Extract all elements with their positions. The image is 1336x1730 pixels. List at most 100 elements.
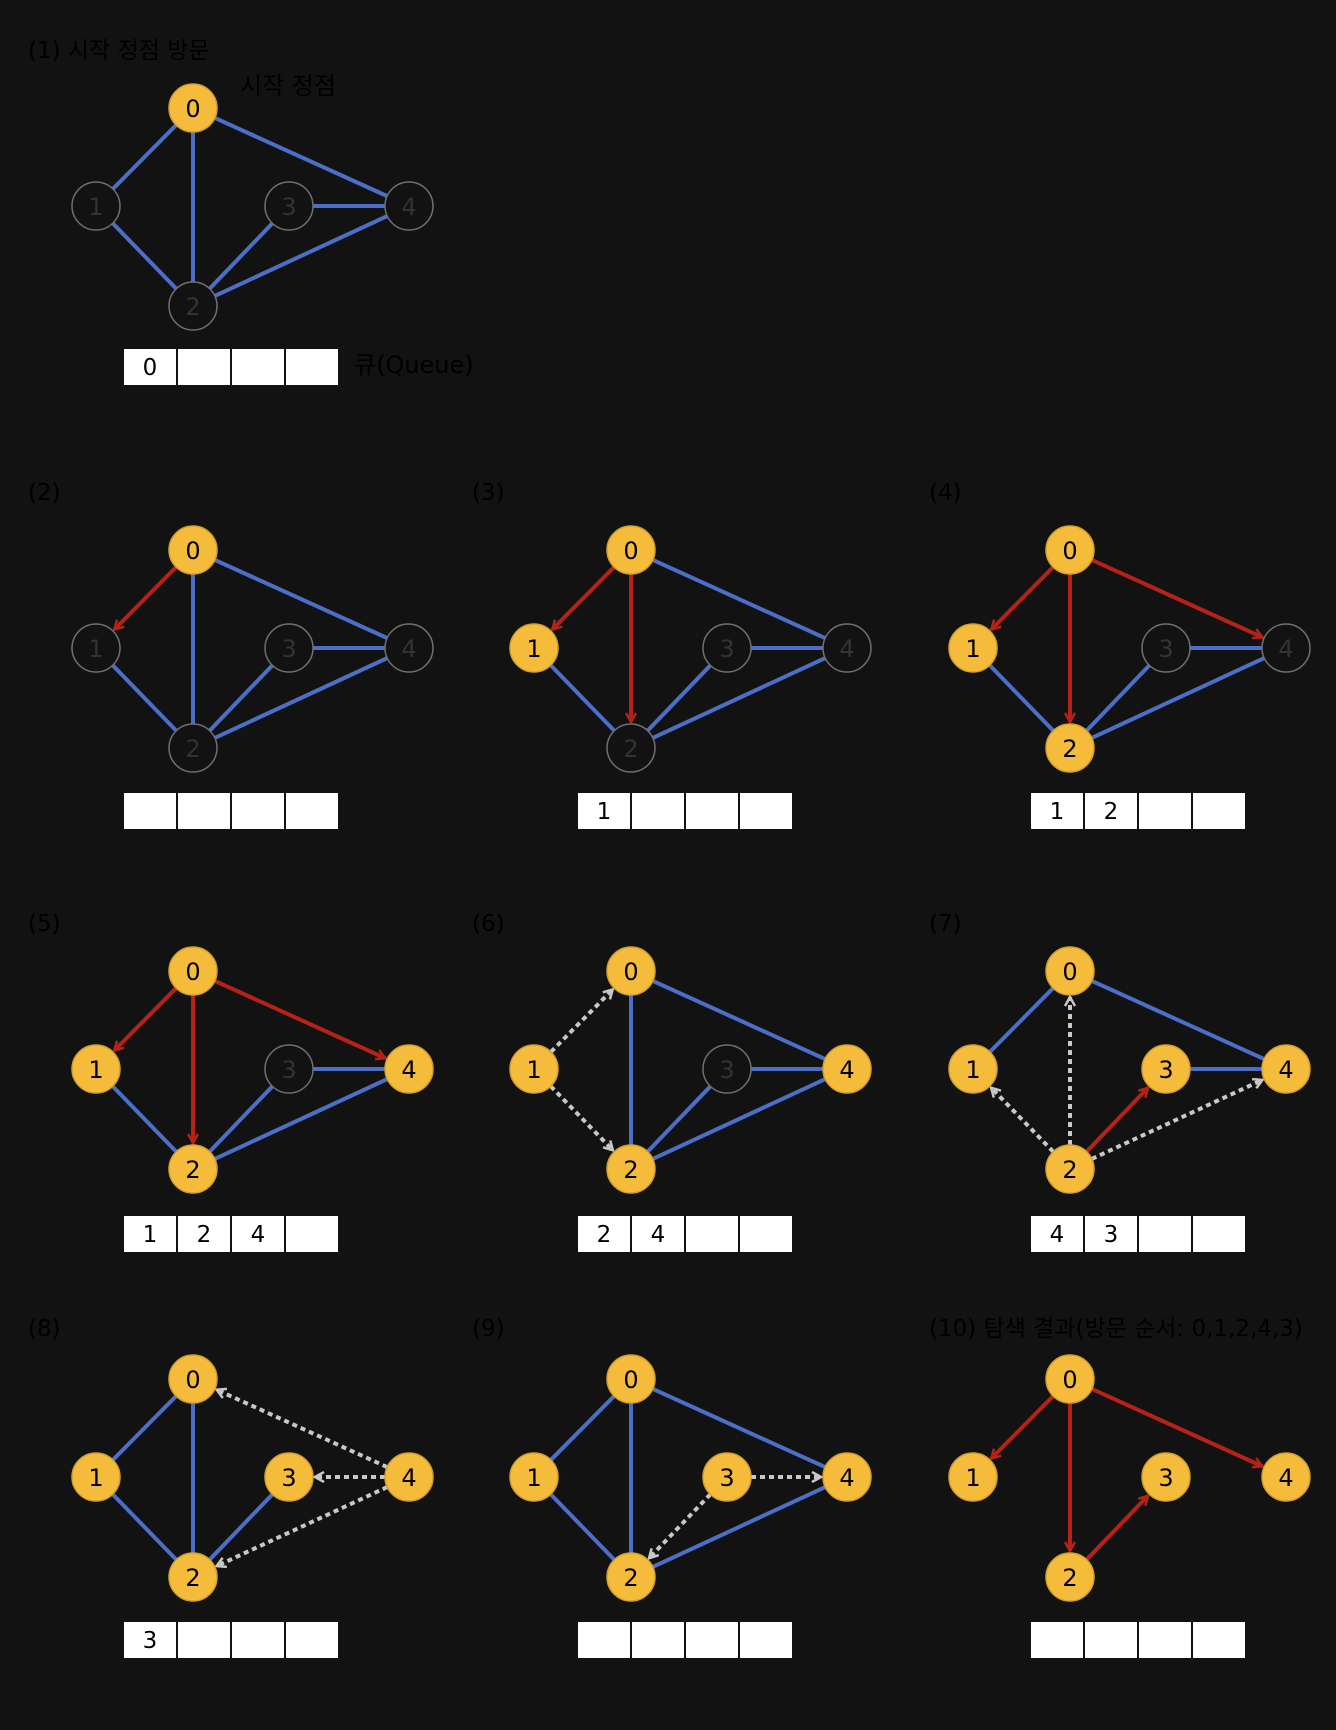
node-label: 4	[1278, 1056, 1293, 1084]
node-label: 1	[965, 1056, 980, 1084]
node-label: 0	[185, 958, 200, 986]
node-label: 1	[526, 1464, 541, 1492]
panel-title: (5)	[28, 911, 61, 937]
edge-0-4	[650, 978, 828, 1062]
node-4	[1261, 1452, 1311, 1502]
node-1	[509, 1044, 559, 1094]
node-label: 3	[281, 1056, 296, 1084]
node-3	[1141, 623, 1191, 673]
panel-title: (9)	[472, 1316, 505, 1342]
edge-2-3	[207, 663, 275, 733]
queue-cell	[122, 347, 178, 387]
node-0	[606, 1354, 656, 1404]
queue-cell	[1029, 791, 1085, 831]
node-label: 2	[623, 735, 638, 763]
edge-2-3	[645, 1084, 713, 1154]
queue: 1	[576, 791, 794, 831]
check-edge-4-2	[217, 1485, 389, 1566]
node-3	[702, 623, 752, 673]
edge-0-4	[212, 115, 390, 199]
panel-title: (2)	[28, 480, 61, 506]
node-label: 4	[401, 1056, 416, 1084]
node-3	[264, 1044, 314, 1094]
queue	[1029, 1620, 1247, 1660]
check-edge-2-1	[991, 1088, 1055, 1154]
node-label: 3	[1158, 1464, 1173, 1492]
panel-title: (1) 시작 정점 방문	[28, 38, 209, 64]
node-4	[384, 181, 434, 231]
tree-edge-0-1	[552, 565, 616, 629]
node-0	[168, 1354, 218, 1404]
queue-cell	[1137, 1214, 1193, 1254]
queue-cell-value: 1	[597, 799, 612, 825]
queue-cell	[576, 791, 632, 831]
queue-cell	[230, 347, 286, 387]
node-label: 4	[839, 1056, 854, 1084]
node-label: 4	[401, 635, 416, 663]
queue-cell	[684, 1620, 740, 1660]
queue-cell	[176, 1620, 232, 1660]
node-0	[1045, 946, 1095, 996]
node-1	[509, 623, 559, 673]
node-1	[71, 1044, 121, 1094]
queue-cell	[630, 1214, 686, 1254]
node-label: 0	[1062, 537, 1077, 565]
panel-title: (3)	[472, 480, 505, 506]
check-edge-1-0	[549, 989, 613, 1054]
edge-2-3	[207, 1492, 275, 1562]
panel-1: (1) 시작 정점 방문 0 1 2 3 4 0	[28, 38, 434, 387]
node-label: 1	[88, 1464, 103, 1492]
node-0	[1045, 525, 1095, 575]
edge-2-3	[207, 221, 275, 291]
edge-2-4	[212, 1077, 390, 1161]
queue-cell	[684, 1214, 740, 1254]
node-1	[71, 181, 121, 231]
queue-cell	[684, 791, 740, 831]
node-2	[606, 1552, 656, 1602]
queue-label: 큐(Queue)	[354, 351, 474, 379]
node-0	[168, 525, 218, 575]
edge-0-4	[650, 1386, 828, 1470]
tree-edge-0-1	[991, 565, 1055, 629]
panel-10: (10) 탐색 결과(방문 순서: 0,1,2,4,3) 0 1 2 3 4	[929, 1316, 1311, 1660]
edge-1-2	[110, 1492, 179, 1562]
queue-cell-value: 2	[197, 1222, 212, 1248]
node-label: 1	[526, 1056, 541, 1084]
node-1	[71, 623, 121, 673]
start-vertex-label: 시작 정점	[240, 72, 336, 100]
node-label: 0	[623, 537, 638, 565]
node-label: 3	[719, 1056, 734, 1084]
queue-cell	[230, 791, 286, 831]
node-0	[1045, 1354, 1095, 1404]
node-label: 0	[185, 1366, 200, 1394]
node-label: 1	[88, 193, 103, 221]
check-edge-4-0	[217, 1390, 388, 1469]
queue-cell	[1137, 791, 1193, 831]
node-2	[1045, 1144, 1095, 1194]
node-label: 2	[1062, 1564, 1077, 1592]
queue-cell	[1191, 1620, 1247, 1660]
panel-title: (7)	[929, 911, 962, 937]
node-label: 3	[719, 1464, 734, 1492]
node-1	[71, 1452, 121, 1502]
queue-cell	[630, 791, 686, 831]
node-2	[168, 1552, 218, 1602]
node-label: 1	[88, 1056, 103, 1084]
queue: 3	[122, 1620, 340, 1660]
queue-cell	[630, 1620, 686, 1660]
node-label: 0	[623, 958, 638, 986]
edge-0-1	[548, 1394, 617, 1462]
queue-cell	[176, 791, 232, 831]
panel-title: (4)	[929, 480, 962, 506]
tree-edge-0-4	[1091, 558, 1262, 637]
node-0	[606, 525, 656, 575]
node-label: 3	[719, 635, 734, 663]
node-label: 4	[1278, 1464, 1293, 1492]
queue-cell	[176, 347, 232, 387]
